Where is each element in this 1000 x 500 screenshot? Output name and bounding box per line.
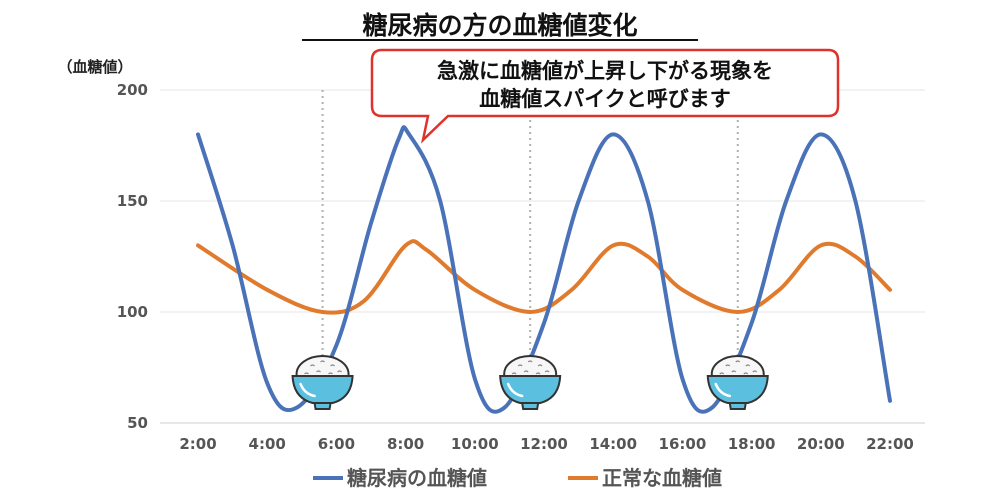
x-tick-label: 16:00 xyxy=(659,435,707,453)
y-tick-labels: 50 100 150 200 xyxy=(117,81,148,432)
x-tick-labels: 2:00 4:00 6:00 8:00 10:00 12:00 14:00 16:00 18:0… xyxy=(179,435,914,453)
x-tick-label: 18:00 xyxy=(728,435,776,453)
callout-line-1: 急激に血糖値が上昇し下がる現象を xyxy=(437,59,773,83)
meal-markers xyxy=(291,355,769,410)
legend-label-diabetes: 糖尿病の血糖値 xyxy=(347,466,487,490)
x-tick-label: 8:00 xyxy=(387,435,424,453)
callout-bubble xyxy=(370,48,840,144)
x-tick-label: 4:00 xyxy=(249,435,286,453)
y-tick-label: 150 xyxy=(117,192,148,210)
spike-callout: 急激に血糖値が上昇し下がる現象を 血糖値スパイクと呼びます xyxy=(370,48,840,144)
chart-title: 糖尿病の方の血糖値変化 xyxy=(362,11,637,40)
rice-bowl-icon xyxy=(291,355,354,410)
legend-label-normal: 正常な血糖値 xyxy=(602,466,722,490)
callout-line-2: 血糖値スパイクと呼びます xyxy=(479,87,731,111)
x-tick-label: 12:00 xyxy=(520,435,568,453)
y-tick-label: 100 xyxy=(117,303,148,321)
x-tick-label: 2:00 xyxy=(179,435,216,453)
series-line-normal xyxy=(196,239,892,315)
y-tick-label: 200 xyxy=(117,81,148,99)
x-tick-label: 14:00 xyxy=(589,435,637,453)
x-tick-label: 22:00 xyxy=(866,435,914,453)
y-tick-label: 50 xyxy=(127,414,148,432)
rice-bowl-icon xyxy=(499,355,562,410)
x-tick-label: 10:00 xyxy=(451,435,499,453)
y-axis-label: （血糖値） xyxy=(57,58,132,76)
rice-bowl-icon xyxy=(706,355,769,410)
legend: 糖尿病の血糖値 正常な血糖値 xyxy=(313,466,722,490)
x-tick-label: 20:00 xyxy=(797,435,845,453)
x-tick-label: 6:00 xyxy=(318,435,355,453)
